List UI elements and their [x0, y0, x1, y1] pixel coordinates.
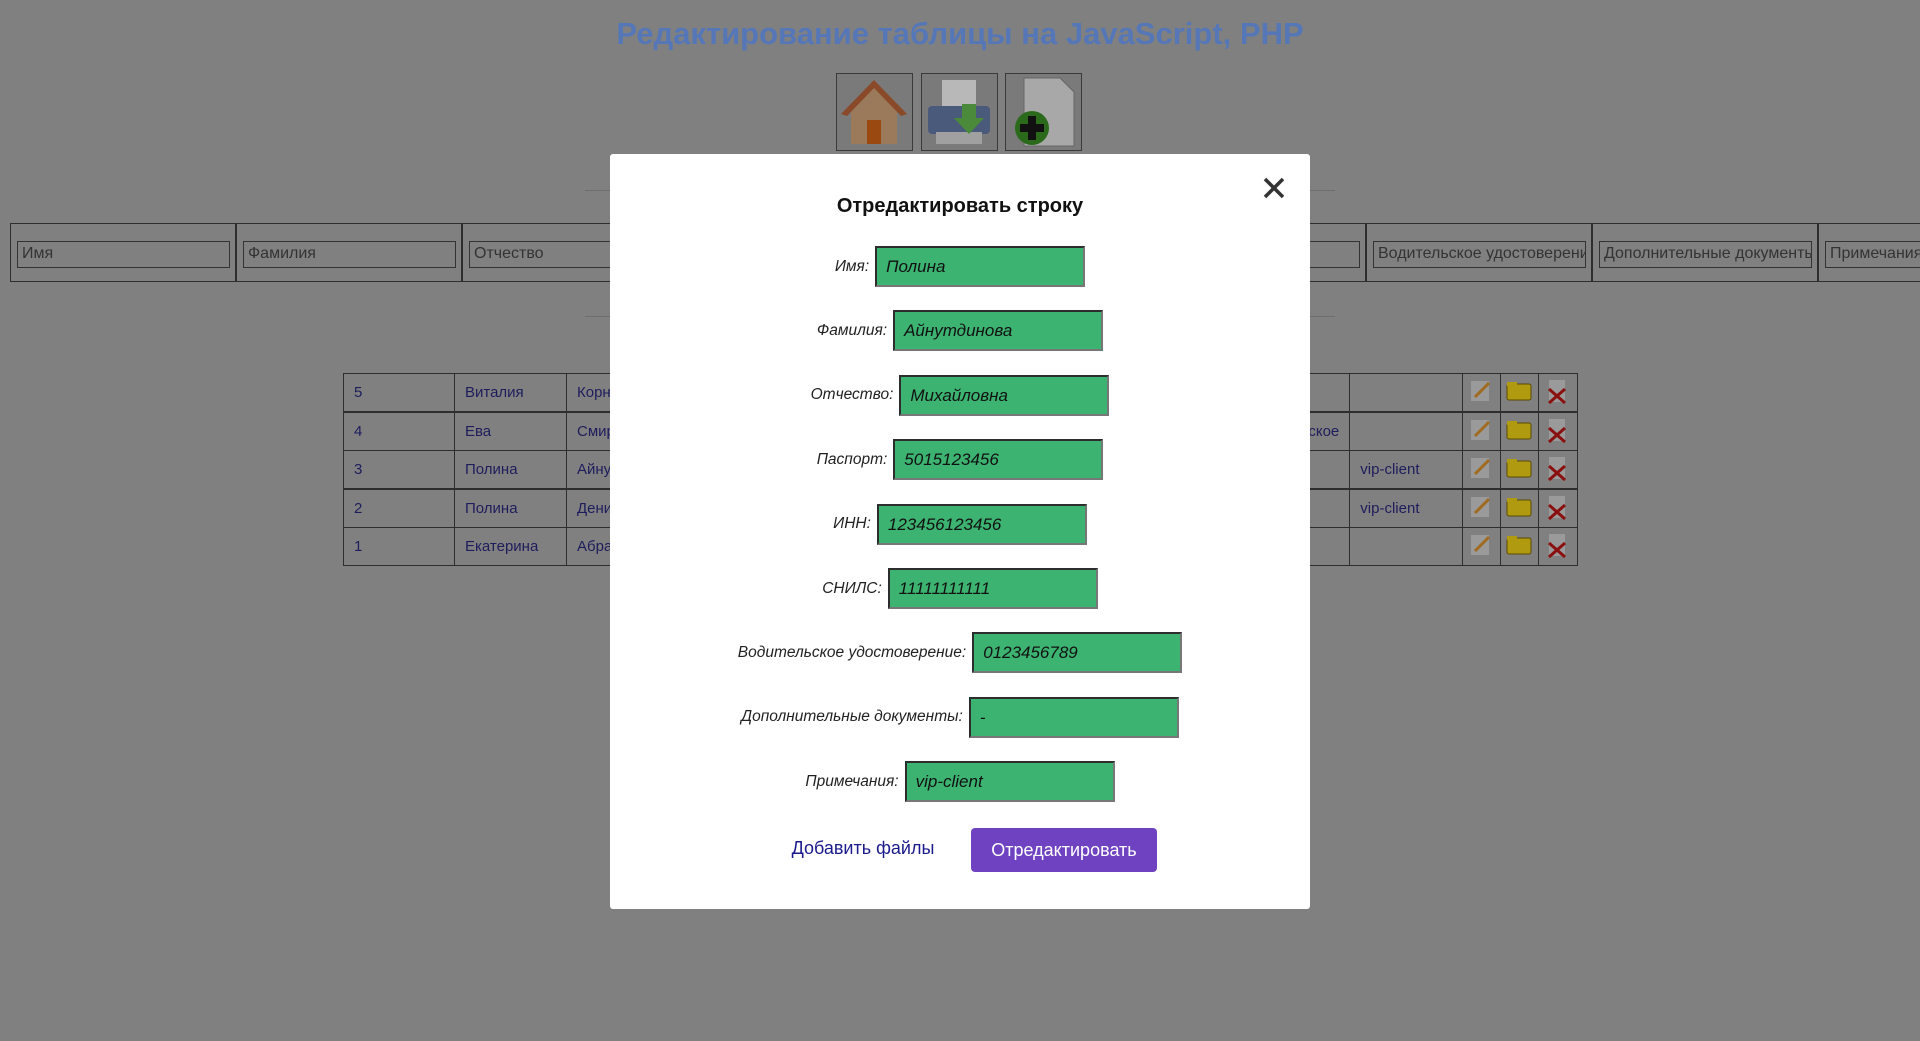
edit-icon[interactable]	[1465, 529, 1501, 565]
action-cell	[1462, 373, 1501, 412]
field-label: Дополнительные документы:	[741, 708, 963, 726]
table-cell: 5	[343, 373, 455, 412]
table-cell	[1349, 373, 1463, 412]
add-files-link[interactable]: Добавить файлы	[791, 838, 935, 858]
folder-icon[interactable]	[1503, 414, 1539, 450]
table-cell: Полина	[454, 488, 567, 528]
action-cell	[1462, 411, 1501, 451]
submit-button[interactable]: Отредактировать	[971, 828, 1157, 872]
folder-icon[interactable]	[1503, 452, 1539, 488]
form-row: ИНН: 123456123456	[610, 503, 1310, 545]
field-input[interactable]: 11111111111	[887, 568, 1098, 609]
close-button[interactable]	[1262, 176, 1286, 200]
form-row: Паспорт: 5015123456	[610, 439, 1310, 481]
action-cell	[1500, 450, 1539, 490]
filter-cell: Примечания	[1818, 223, 1920, 282]
field-input[interactable]: 0123456789	[972, 632, 1183, 674]
export-icon	[928, 80, 990, 144]
field-label: Примечания:	[805, 772, 899, 790]
field-label: Отчество:	[810, 386, 894, 404]
action-cell	[1538, 411, 1578, 451]
action-cell	[1538, 488, 1578, 528]
page-title: Редактирование таблицы на JavaScript, PH…	[616, 16, 1304, 51]
table-cell	[1349, 411, 1463, 451]
filter-cell: Имя	[10, 223, 236, 282]
filter-cell: Дополнительные документы	[1592, 223, 1818, 282]
filter-input[interactable]: Фамилия	[243, 241, 456, 268]
field-input[interactable]: 123456123456	[876, 503, 1087, 545]
action-cell	[1500, 411, 1539, 451]
form-row: Водительское удостоверение: 0123456789	[610, 632, 1310, 674]
action-cell	[1538, 373, 1578, 412]
edit-icon[interactable]	[1465, 375, 1501, 411]
table-cell: Ева	[454, 411, 567, 451]
action-cell	[1500, 488, 1539, 528]
table-cell: 1	[343, 527, 455, 567]
delete-icon[interactable]	[1541, 414, 1577, 450]
home-icon	[841, 80, 907, 144]
add-button[interactable]	[1005, 73, 1082, 151]
edit-icon[interactable]	[1465, 414, 1501, 450]
field-label: Водительское удостоверение:	[737, 643, 967, 661]
field-input[interactable]: Михайловна	[899, 374, 1110, 416]
field-label: Паспорт:	[816, 450, 888, 468]
action-cell	[1462, 488, 1501, 528]
home-button[interactable]	[836, 73, 913, 151]
field-input[interactable]: 5015123456	[893, 439, 1104, 481]
edit-modal: Отредактировать строку Имя: Полина Фамилия…	[610, 154, 1310, 909]
delete-icon[interactable]	[1541, 529, 1577, 565]
folder-icon[interactable]	[1503, 529, 1539, 565]
filter-input[interactable]: Водительское удостоверение	[1373, 241, 1586, 268]
field-input[interactable]: vip-client	[904, 761, 1115, 803]
field-input[interactable]: Айнутдинова	[893, 310, 1104, 352]
folder-icon[interactable]	[1503, 375, 1539, 411]
table-cell: 4	[343, 411, 455, 451]
table-cell: 2	[343, 488, 455, 528]
table-cell: 3	[343, 450, 455, 490]
field-label: СНИЛС:	[822, 579, 882, 597]
field-input[interactable]: Полина	[875, 246, 1086, 287]
delete-icon[interactable]	[1541, 491, 1577, 527]
delete-icon[interactable]	[1541, 452, 1577, 488]
action-cell	[1538, 527, 1578, 567]
edit-icon[interactable]	[1465, 491, 1501, 527]
field-label: ИНН:	[833, 515, 871, 533]
field-label: Имя:	[834, 257, 870, 275]
field-label: Фамилия:	[816, 321, 888, 339]
filter-cell: Фамилия	[236, 223, 462, 282]
table-cell: Виталия	[454, 373, 567, 412]
action-cell	[1462, 450, 1501, 490]
delete-icon[interactable]	[1541, 375, 1577, 411]
table-cell	[1349, 527, 1463, 567]
form-row: Имя: Полина	[610, 246, 1310, 287]
edit-icon[interactable]	[1465, 452, 1501, 488]
add-icon	[1015, 77, 1075, 147]
action-cell	[1538, 450, 1578, 490]
action-cell	[1462, 527, 1501, 567]
folder-icon[interactable]	[1503, 491, 1539, 527]
filter-input[interactable]: Дополнительные документы	[1599, 241, 1812, 268]
form-row: Фамилия: Айнутдинова	[610, 310, 1310, 352]
filter-input[interactable]: Имя	[17, 241, 230, 268]
action-cell	[1500, 373, 1539, 412]
form-row: Примечания: vip-client	[610, 761, 1310, 803]
form-row: СНИЛС: 11111111111	[610, 568, 1310, 609]
action-cell	[1500, 527, 1539, 567]
filter-cell: Водительское удостоверение	[1366, 223, 1592, 282]
table-cell: vip-client	[1349, 450, 1463, 490]
form-row: Отчество: Михайловна	[610, 374, 1310, 416]
modal-title: Отредактировать строку	[836, 195, 1084, 217]
filter-cell: Отчество	[462, 223, 688, 282]
field-input[interactable]: -	[968, 696, 1179, 738]
table-cell: Полина	[454, 450, 567, 490]
form-row: Дополнительные документы: -	[610, 696, 1310, 738]
table-cell: Екатерина	[454, 527, 567, 567]
filter-input[interactable]: Примечания	[1825, 241, 1920, 268]
export-button[interactable]	[921, 73, 998, 151]
table-cell: vip-client	[1349, 488, 1463, 528]
